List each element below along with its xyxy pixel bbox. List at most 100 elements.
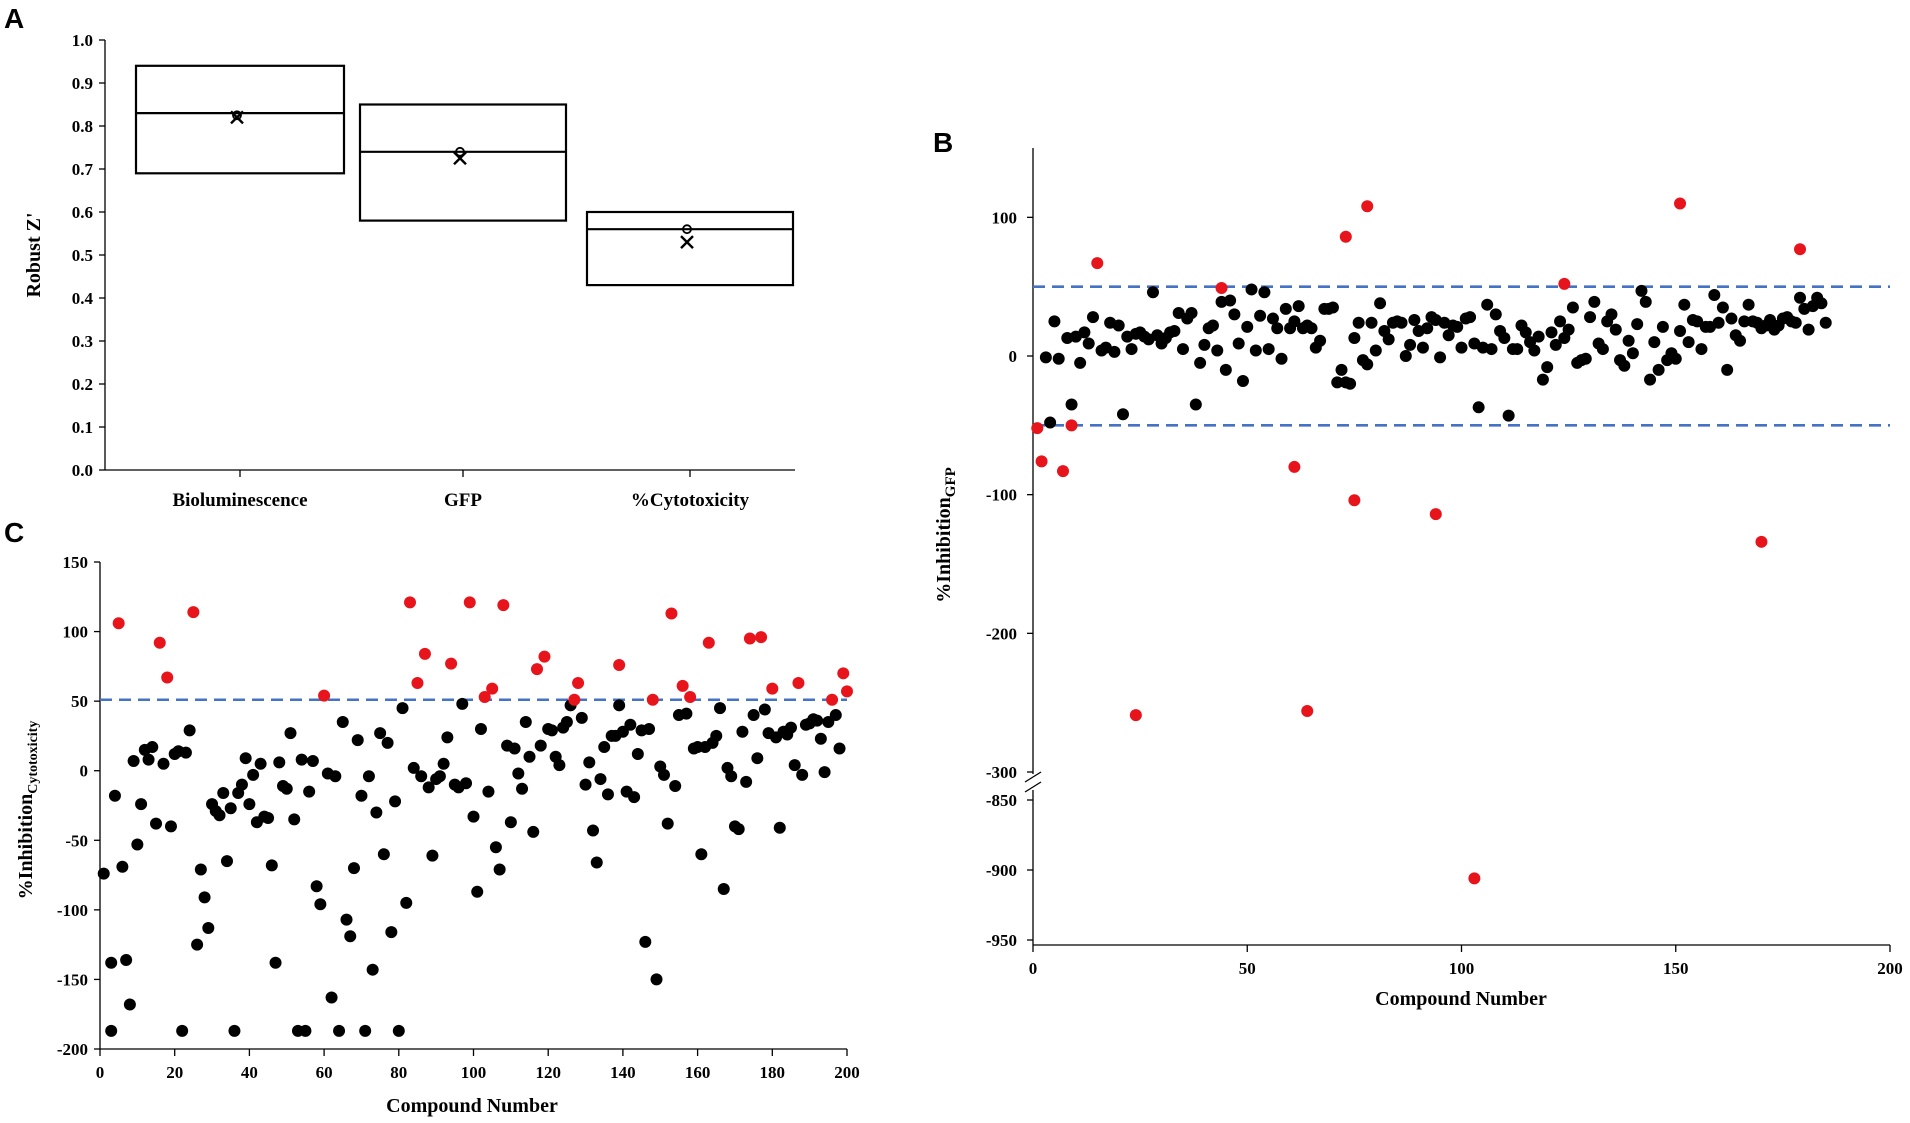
panel-c: C 150 100 50 0 -50 -100 -150 -200 0 20 40 60 80 100 1… xyxy=(4,517,860,1117)
y-tick-label: -50 xyxy=(65,831,88,850)
data-point xyxy=(1519,326,1532,339)
data-point xyxy=(366,963,379,976)
hit-point xyxy=(1056,465,1069,478)
hit-point xyxy=(161,671,174,684)
data-point xyxy=(1789,316,1802,329)
data-point xyxy=(1262,343,1275,356)
data-point xyxy=(1609,323,1622,336)
data-point xyxy=(1258,286,1271,299)
panel-b-y-label: %InhibitionGFP xyxy=(933,467,959,603)
box-0 xyxy=(134,64,346,175)
hit-point xyxy=(1755,535,1768,548)
data-point xyxy=(1352,316,1365,329)
mean-marker xyxy=(680,235,694,249)
data-point xyxy=(1232,337,1245,350)
data-point xyxy=(829,709,842,722)
hit-point xyxy=(755,631,768,644)
data-point xyxy=(303,785,316,798)
data-point xyxy=(1335,363,1348,376)
y-tick-label: 1.0 xyxy=(72,31,93,50)
data-point xyxy=(441,731,454,744)
hit-point xyxy=(646,693,659,706)
data-point xyxy=(1485,343,1498,356)
data-point xyxy=(587,824,600,837)
data-point xyxy=(1545,326,1558,339)
data-point xyxy=(545,724,558,737)
data-point xyxy=(680,707,693,720)
data-point xyxy=(310,880,323,893)
hit-point xyxy=(318,689,331,702)
data-point xyxy=(351,734,364,747)
data-point xyxy=(1288,315,1301,328)
data-point xyxy=(340,913,353,926)
data-point xyxy=(198,891,211,904)
panel-a: A 0.0 0.1 0.2 0.3 0.4 0.5 0.6 0.7 0.8 0.9 1.0 Biol… xyxy=(4,3,795,511)
data-point xyxy=(1331,376,1344,389)
data-point xyxy=(127,754,140,767)
data-point xyxy=(1228,308,1241,321)
y-tick-label: 0.5 xyxy=(72,246,93,265)
data-point xyxy=(1626,347,1639,360)
data-point xyxy=(489,841,502,854)
y-tick-label: 150 xyxy=(63,553,89,572)
y-tick-label: -950 xyxy=(986,931,1017,950)
data-point xyxy=(482,785,495,798)
data-point xyxy=(1245,283,1258,296)
category-label: Bioluminescence xyxy=(172,490,307,511)
data-point xyxy=(740,775,753,788)
data-point xyxy=(1211,344,1224,357)
axis-break-mark xyxy=(1024,781,1042,793)
data-point xyxy=(325,991,338,1004)
data-point xyxy=(164,820,177,833)
hit-point xyxy=(1794,243,1807,256)
data-point xyxy=(108,789,121,802)
data-point xyxy=(1314,334,1327,347)
x-tick-label: 0 xyxy=(96,1063,105,1082)
data-point xyxy=(306,754,319,767)
data-point xyxy=(1112,319,1125,332)
data-point xyxy=(1048,315,1061,328)
data-point xyxy=(194,863,207,876)
data-point xyxy=(631,748,644,761)
data-point xyxy=(1669,352,1682,365)
data-point xyxy=(1489,308,1502,321)
data-point xyxy=(1528,344,1541,357)
hit-point xyxy=(613,658,626,671)
data-point xyxy=(1742,298,1755,311)
data-point xyxy=(643,722,656,735)
data-point xyxy=(1254,309,1267,322)
hit-point xyxy=(792,677,805,690)
data-point xyxy=(1725,312,1738,325)
hit-point xyxy=(568,693,581,706)
y-tick-label: 0.3 xyxy=(72,332,93,351)
data-point xyxy=(1716,301,1729,314)
data-point xyxy=(396,702,409,715)
hit-point xyxy=(676,679,689,692)
data-point xyxy=(833,742,846,755)
data-point xyxy=(1794,291,1807,304)
data-point xyxy=(717,882,730,895)
y-tick-label: 0.7 xyxy=(72,160,94,179)
data-point xyxy=(1674,325,1687,338)
data-point xyxy=(1618,359,1631,372)
y-tick-label: 100 xyxy=(63,623,89,642)
y-tick-label: -300 xyxy=(986,763,1017,782)
data-point xyxy=(1566,301,1579,314)
data-point xyxy=(116,860,129,873)
data-point xyxy=(1241,320,1254,333)
data-point xyxy=(247,768,260,781)
data-point xyxy=(1344,377,1357,390)
panel-a-y-label: Robust Z' xyxy=(23,212,45,297)
data-point xyxy=(1712,316,1725,329)
data-point xyxy=(1472,401,1485,414)
hit-point xyxy=(841,685,853,698)
data-point xyxy=(560,716,573,729)
panel-c-y-label: %InhibitionCytotoxicity xyxy=(15,721,41,900)
data-point xyxy=(1511,343,1524,356)
data-point xyxy=(579,778,592,791)
data-point xyxy=(314,898,327,911)
data-point xyxy=(456,697,469,710)
data-point xyxy=(273,756,286,769)
data-point xyxy=(243,798,256,811)
data-point xyxy=(377,848,390,861)
